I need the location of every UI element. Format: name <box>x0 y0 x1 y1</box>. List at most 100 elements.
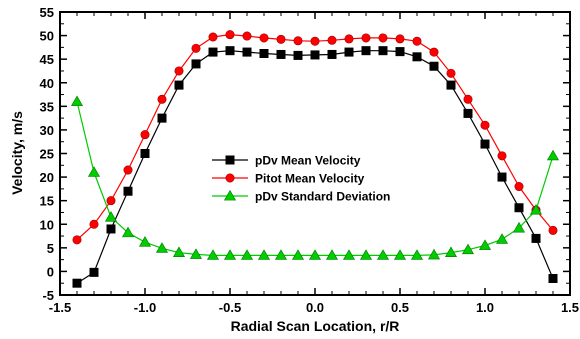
y-tick-label: 55 <box>40 5 54 20</box>
data-point <box>444 246 458 257</box>
x-tick-label: -1.0 <box>134 300 156 315</box>
legend-marker <box>223 189 237 201</box>
data-point <box>140 130 150 140</box>
data-point <box>157 94 167 104</box>
data-point <box>72 278 82 288</box>
series-2 <box>70 95 560 260</box>
data-point <box>240 249 254 260</box>
y-tick-label: 45 <box>40 52 54 67</box>
data-point <box>276 34 286 44</box>
data-point <box>546 149 560 161</box>
axes: -1.5 -1.0 -0.5 0.0 0.5 1.0 1.5 -5 0 5 10 15 20 25 30 35… <box>40 5 580 315</box>
data-point <box>310 50 320 60</box>
data-point <box>342 249 356 260</box>
x-tick-label: -0.5 <box>219 300 241 315</box>
data-point <box>514 203 524 213</box>
data-point <box>461 243 475 255</box>
data-point <box>531 233 541 243</box>
y-tick-label: 0 <box>47 264 54 279</box>
data-point <box>293 50 303 60</box>
data-point <box>72 235 82 245</box>
data-point <box>291 249 305 260</box>
data-point <box>514 182 524 192</box>
data-point <box>429 61 439 71</box>
data-point <box>308 249 322 260</box>
data-point <box>344 47 354 57</box>
data-point <box>138 236 152 247</box>
data-point <box>361 46 371 56</box>
y-tick-label: 20 <box>40 170 54 185</box>
data-point <box>70 95 84 107</box>
x-axis-label: Radial Scan Location, r/R <box>231 318 400 334</box>
data-point <box>325 249 339 260</box>
y-tick-label: 35 <box>40 99 54 114</box>
data-point <box>429 47 439 57</box>
legend-marker <box>225 173 235 183</box>
y-tick-label: 5 <box>47 241 54 256</box>
data-point <box>123 186 133 196</box>
data-point <box>206 249 220 260</box>
data-point <box>157 113 167 123</box>
y-tick-label: 50 <box>40 29 54 44</box>
data-point <box>225 46 235 56</box>
data-point <box>359 249 373 260</box>
data-point <box>393 249 407 260</box>
data-point <box>106 224 116 234</box>
data-point <box>478 239 492 250</box>
legend-marker <box>225 155 235 165</box>
legend-label: pDv Mean Velocity <box>255 154 361 168</box>
data-point <box>191 43 201 53</box>
data-point <box>497 151 507 161</box>
data-point <box>378 46 388 56</box>
x-tick-label: 0.5 <box>391 300 409 315</box>
data-point <box>497 172 507 182</box>
data-point <box>395 34 405 44</box>
data-point <box>495 233 509 244</box>
data-point <box>189 248 203 259</box>
data-point <box>174 66 184 76</box>
x-tick-label: 0.0 <box>306 300 324 315</box>
series-1 <box>72 30 558 245</box>
data-point <box>191 59 201 69</box>
data-point <box>208 32 218 42</box>
legend-label: Pitot Mean Velocity <box>255 172 365 186</box>
data-point <box>89 267 99 277</box>
data-point <box>463 94 473 104</box>
y-tick-label: 40 <box>40 76 54 91</box>
data-point <box>529 203 543 215</box>
data-point <box>446 68 456 78</box>
x-tick-label: -1.5 <box>49 300 71 315</box>
data-point <box>104 211 118 222</box>
data-point <box>293 36 303 46</box>
data-point <box>155 242 169 253</box>
data-point <box>174 80 184 90</box>
y-axis-label: Velocity, m/s <box>9 111 25 195</box>
data-point <box>344 34 354 44</box>
data-point <box>106 196 116 206</box>
data-point <box>378 33 388 43</box>
data-point <box>242 47 252 57</box>
data-point <box>276 49 286 59</box>
data-point <box>361 33 371 43</box>
y-tick-label: 25 <box>40 147 54 162</box>
data-point <box>310 36 320 46</box>
data-point <box>480 120 490 130</box>
y-tick-label: 10 <box>40 217 54 232</box>
data-point <box>242 31 252 41</box>
series-layer <box>70 30 560 288</box>
data-point <box>548 225 558 235</box>
data-point <box>121 226 135 238</box>
data-point <box>412 36 422 46</box>
data-point <box>123 165 133 175</box>
data-point <box>225 30 235 40</box>
data-point <box>140 149 150 159</box>
data-point <box>327 35 337 45</box>
data-point <box>512 221 526 233</box>
data-point <box>395 47 405 57</box>
x-tick-label: 1.5 <box>561 300 579 315</box>
data-point <box>89 219 99 229</box>
data-point <box>463 108 473 118</box>
series-0 <box>72 46 558 288</box>
data-point <box>410 249 424 260</box>
data-point <box>274 249 288 260</box>
